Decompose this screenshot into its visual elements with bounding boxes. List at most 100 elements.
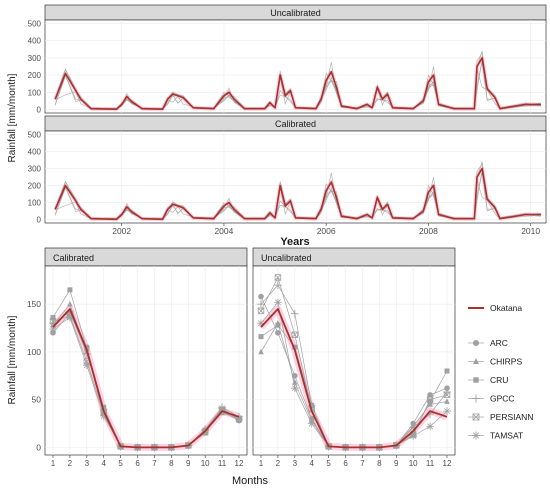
x-tick-label: 9 [394, 459, 399, 468]
panel-background [44, 19, 547, 114]
marker-asterisk [308, 420, 315, 427]
x-tick-label: 2002 [112, 226, 131, 236]
marker-square [292, 344, 298, 350]
y-axis-title: Rainfall [mm/month] [7, 315, 18, 404]
marker-asterisk [236, 416, 242, 423]
marker-boxed-x [443, 391, 451, 399]
marker-circle [427, 392, 433, 398]
x-tick-label: 12 [235, 459, 244, 468]
panel-title: Uncalibrated [270, 8, 321, 18]
x-tick-label: 8 [169, 459, 174, 468]
x-tick-label: 4 [102, 459, 107, 468]
marker-asterisk [83, 362, 90, 369]
marker-boxed-x [291, 331, 299, 338]
marker-boxed-x [49, 318, 57, 325]
legend-label: CRU [490, 375, 508, 385]
legend-label: PERSIANN [490, 412, 533, 422]
x-tick-label: 2006 [317, 226, 336, 236]
okatana-series-line [52, 308, 240, 449]
y-tick-label: 400 [28, 37, 42, 46]
marker-boxed-x [472, 413, 480, 421]
marker-square [258, 334, 264, 340]
x-tick-label: 1 [51, 459, 56, 468]
panel-title: Calibrated [275, 119, 316, 129]
marker-triangle [473, 358, 479, 364]
x-tick-label: 6 [135, 459, 140, 468]
legend-label: ARC [490, 338, 508, 348]
marker-boxed-x [257, 307, 265, 314]
x-tick-label: 10 [409, 459, 418, 468]
marker-asterisk [410, 432, 417, 439]
panel-title: Uncalibrated [261, 253, 312, 263]
x-tick-label: 10 [201, 459, 210, 468]
panel-background [44, 130, 547, 224]
x-tick-label: 2 [276, 459, 281, 468]
marker-asterisk [66, 314, 73, 321]
marker-boxed-x [291, 331, 298, 338]
x-tick-label: 3 [85, 459, 90, 468]
x-tick-label: 3 [293, 459, 298, 468]
marker-square [67, 287, 73, 293]
marker-asterisk [219, 405, 226, 412]
marker-square [473, 377, 479, 383]
marker-boxed-x [427, 396, 434, 403]
x-tick-label: 11 [426, 459, 435, 468]
marker-boxed-x [49, 318, 57, 325]
legend: Okatana ARC CHIRPS CRU GPCC PERSIANN TAMSAT [468, 303, 533, 441]
x-tick-label: 7 [152, 459, 157, 468]
x-tick-label: 8 [377, 459, 382, 468]
marker-boxed-x [274, 274, 282, 281]
x-tick-label: 11 [218, 459, 227, 468]
marker-square [50, 315, 56, 321]
okatana-series-line [54, 57, 541, 110]
x-tick-label: 7 [360, 459, 365, 468]
marker-asterisk [444, 408, 450, 415]
y-tick-label: 400 [28, 147, 42, 156]
y-tick-label: 100 [28, 88, 42, 97]
marker-triangle [258, 348, 264, 355]
marker-asterisk [274, 299, 281, 306]
x-tick-label: 2010 [521, 226, 540, 236]
y-tick-label: 0 [36, 442, 41, 452]
marker-circle [258, 293, 264, 300]
x-tick-label: 2008 [419, 226, 438, 236]
okatana-series-line [54, 167, 541, 221]
y-axis-title: Rainfall [mm/month] [7, 73, 18, 162]
y-tick-label: 150 [27, 299, 41, 309]
y-tick-label: 500 [28, 130, 42, 139]
marker-asterisk [258, 320, 264, 327]
y-tick-label: 200 [28, 71, 42, 80]
marker-asterisk [291, 385, 298, 392]
legend-label: CHIRPS [490, 357, 522, 367]
x-tick-label: 1 [259, 459, 264, 468]
y-tick-label: 0 [37, 216, 42, 225]
y-tick-label: 100 [28, 199, 42, 208]
panel-title: Calibrated [53, 253, 94, 263]
x-tick-label: 9 [186, 459, 191, 468]
y-tick-label: 200 [28, 182, 42, 191]
x-tick-label: 5 [326, 459, 331, 468]
y-tick-label: 0 [37, 106, 42, 115]
marker-asterisk [50, 326, 56, 332]
marker-circle [275, 330, 281, 336]
legend-label: TAMSAT [490, 431, 523, 441]
okatana-series-line [260, 308, 448, 449]
legend-label: GPCC [490, 394, 515, 404]
marker-triangle [292, 379, 298, 385]
x-axis-title: Months [232, 475, 269, 487]
marker-asterisk [472, 432, 480, 439]
y-tick-label: 500 [28, 19, 42, 28]
x-axis-title: Years [280, 236, 309, 248]
x-tick-label: 2 [68, 459, 73, 468]
marker-asterisk [427, 423, 434, 430]
x-tick-label: 12 [443, 459, 452, 468]
marker-boxed-x [274, 274, 281, 281]
legend-label: Okatana [490, 303, 522, 313]
y-tick-label: 300 [28, 164, 42, 173]
x-tick-label: 4 [310, 459, 315, 468]
marker-boxed-x [443, 391, 451, 398]
x-tick-label: 6 [343, 459, 348, 468]
marker-square [275, 322, 281, 328]
marker-square [444, 368, 450, 374]
